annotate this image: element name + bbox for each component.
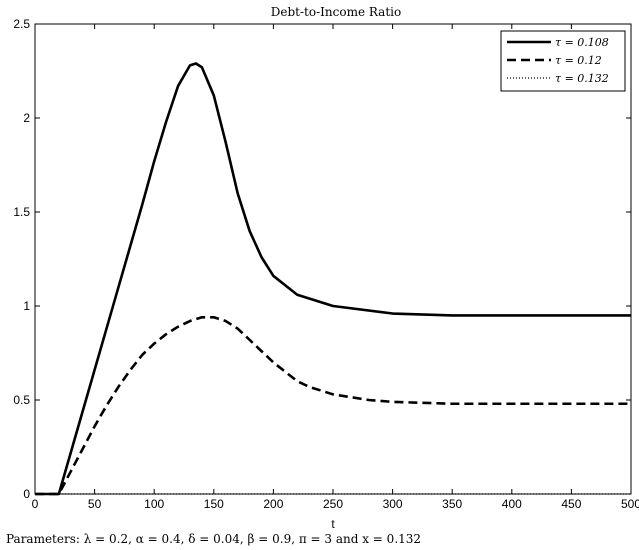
y-tick-label: 2	[23, 111, 30, 125]
x-tick-label: 150	[204, 497, 224, 511]
series-line-1	[35, 62, 631, 496]
y-tick-label: 2.5	[13, 17, 30, 31]
y-tick-label: 0.5	[13, 393, 30, 407]
legend: τ = 0.108 τ = 0.12 τ = 0.132	[500, 30, 626, 92]
x-tick-label: 50	[88, 497, 102, 511]
y-tick-label: 1.5	[13, 205, 30, 219]
axes-group: 0 50 100 150 200 250 300 350 400 450 500 0 0.5 1 1.5 2 2…	[13, 17, 639, 511]
y-tick-label: 1	[23, 299, 30, 313]
legend-label-1: τ = 0.108	[555, 36, 609, 49]
parameters-caption: Parameters: λ = 0.2, α = 0.4, δ = 0.04, …	[6, 532, 421, 546]
x-tick-label: 400	[502, 497, 522, 511]
legend-label-3: τ = 0.132	[555, 72, 609, 85]
x-tick-label: 200	[263, 497, 283, 511]
chart-title: Debt-to-Income Ratio	[271, 5, 401, 19]
series-line-2	[35, 315, 631, 496]
y-tick-label: 0	[23, 487, 30, 501]
x-tick-label: 100	[144, 497, 164, 511]
x-axis-label: t	[331, 517, 335, 531]
x-tick-label: 300	[383, 497, 403, 511]
x-tick-label: 0	[32, 497, 39, 511]
x-tick-label: 450	[561, 497, 581, 511]
x-tick-label: 250	[323, 497, 343, 511]
x-tick-label: 350	[442, 497, 462, 511]
legend-label-2: τ = 0.12	[555, 54, 602, 67]
x-tick-label: 500	[621, 497, 639, 511]
